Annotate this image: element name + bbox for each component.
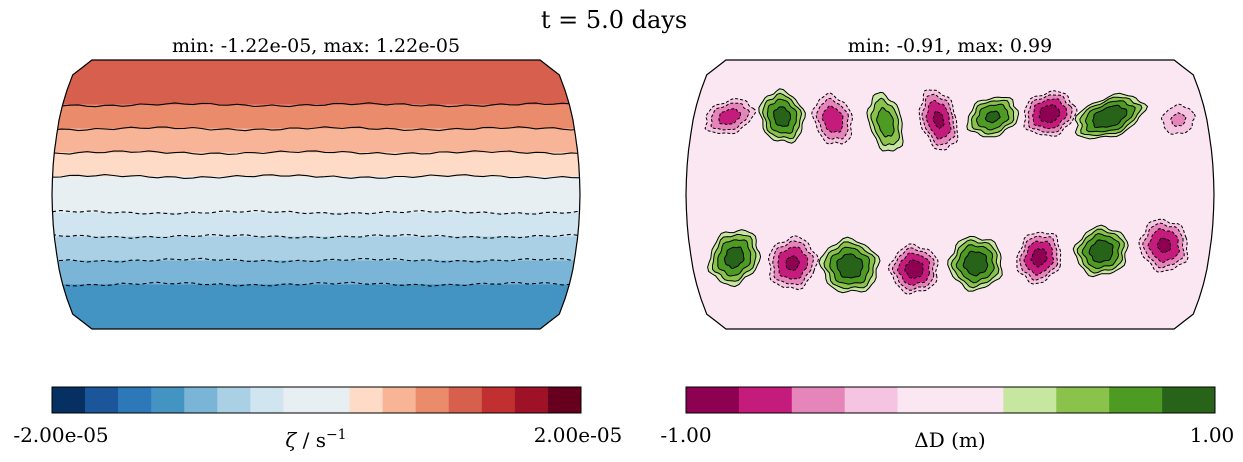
figure-title: t = 5.0 days bbox=[541, 6, 687, 34]
depth-map-outline bbox=[685, 59, 1215, 330]
depth-colorbar-swatch-9 bbox=[1109, 387, 1163, 413]
depth-colorbar-swatch-5 bbox=[897, 387, 951, 413]
vorticity-panel: min: -1.22e-05, max: 1.22e-05 -2.00e-05 … bbox=[13, 35, 622, 452]
depth-cell-16-level-4 bbox=[1088, 239, 1114, 263]
depth-cell-10-level-4 bbox=[723, 246, 745, 269]
depth-colorbar-swatch-3 bbox=[791, 387, 845, 413]
vorticity-colorbar-swatch-8 bbox=[283, 387, 317, 413]
vorticity-band-6 bbox=[52, 212, 580, 237]
depth-colorbar bbox=[686, 387, 1216, 413]
vorticity-colorbar-max-label: 2.00e-05 bbox=[534, 423, 623, 447]
depth-cell-15-level-4 bbox=[1030, 248, 1048, 268]
vorticity-colorbar-swatch-10 bbox=[349, 387, 383, 413]
depth-cell-14-level-4 bbox=[962, 250, 989, 277]
depth-cell-13-level-4 bbox=[904, 259, 924, 279]
vorticity-colorbar-swatch-14 bbox=[481, 387, 516, 413]
vorticity-band-1 bbox=[52, 60, 580, 105]
vorticity-colorbar-label: ζ / s−1 bbox=[285, 427, 346, 452]
vorticity-band-5 bbox=[52, 176, 580, 213]
vorticity-contour-5 bbox=[52, 209, 580, 215]
depth-map bbox=[686, 60, 1214, 329]
vorticity-colorbar-swatch-9 bbox=[316, 387, 350, 413]
depth-colorbar-swatch-8 bbox=[1056, 387, 1110, 413]
vorticity-colorbar-swatch-1 bbox=[52, 387, 86, 413]
depth-panel: min: -0.91, max: 0.99 -1.00 1.00 ΔD (m) bbox=[660, 35, 1234, 452]
depth-cell-3-level-3 bbox=[821, 105, 844, 134]
depth-colorbar-swatch-7 bbox=[1003, 387, 1057, 413]
vorticity-colorbar-min-label: -2.00e-05 bbox=[13, 423, 108, 447]
vorticity-band-7 bbox=[52, 236, 580, 261]
vorticity-band-9 bbox=[52, 284, 580, 329]
depth-cell-11-level-4 bbox=[785, 255, 800, 272]
depth-colorbar-swatch-4 bbox=[844, 387, 898, 413]
vorticity-contour-8 bbox=[52, 281, 580, 287]
vorticity-band-3 bbox=[52, 128, 580, 153]
vorticity-colorbar-swatch-5 bbox=[184, 387, 218, 413]
depth-cell-1-level-3 bbox=[718, 108, 742, 126]
depth-cell-17-level-4 bbox=[1156, 237, 1172, 254]
vorticity-units-exp: −1 bbox=[326, 427, 347, 443]
depth-cell-2-level-4 bbox=[773, 106, 791, 127]
depth-cell-4-level-3 bbox=[876, 107, 895, 138]
depth-cell-7-level-4 bbox=[1038, 104, 1061, 124]
vorticity-units: / s bbox=[296, 428, 326, 452]
vorticity-colorbar-swatch-4 bbox=[151, 387, 185, 413]
vorticity-colorbar bbox=[52, 387, 582, 413]
depth-panel-title: min: -0.91, max: 0.99 bbox=[848, 35, 1052, 57]
vorticity-symbol: ζ bbox=[285, 428, 297, 452]
vorticity-panel-title: min: -1.22e-05, max: 1.22e-05 bbox=[172, 35, 460, 57]
depth-colorbar-swatch-6 bbox=[950, 387, 1004, 413]
vorticity-band-2 bbox=[52, 104, 580, 129]
vorticity-band-4 bbox=[52, 152, 580, 177]
depth-cell-5-level-4 bbox=[932, 110, 945, 130]
depth-colorbar-min-label: -1.00 bbox=[660, 423, 711, 447]
depth-colorbar-swatch-10 bbox=[1162, 387, 1216, 413]
vorticity-contour-3 bbox=[52, 150, 580, 156]
vorticity-colorbar-swatch-16 bbox=[547, 387, 582, 413]
vorticity-contour-2 bbox=[52, 126, 580, 132]
depth-cell-12-level-4 bbox=[836, 253, 864, 279]
vorticity-band-8 bbox=[52, 260, 580, 285]
vorticity-colorbar-swatch-13 bbox=[448, 387, 483, 413]
vorticity-contour-6 bbox=[52, 233, 580, 239]
vorticity-contour-1 bbox=[52, 102, 580, 108]
vorticity-colorbar-swatch-2 bbox=[85, 387, 119, 413]
depth-colorbar-frame bbox=[685, 386, 1216, 414]
depth-colorbar-max-label: 1.00 bbox=[1190, 423, 1235, 447]
vorticity-map bbox=[52, 60, 580, 329]
vorticity-colorbar-swatch-15 bbox=[514, 387, 549, 413]
vorticity-colorbar-swatch-11 bbox=[382, 387, 416, 413]
vorticity-colorbar-swatch-12 bbox=[415, 387, 450, 413]
depth-cell-9-level-2 bbox=[1170, 112, 1187, 127]
depth-colorbar-swatch-2 bbox=[738, 387, 793, 413]
vorticity-colorbar-frame bbox=[51, 386, 582, 414]
vorticity-map-outline bbox=[51, 59, 581, 330]
depth-cell-6-level-4 bbox=[984, 110, 1001, 124]
depth-colorbar-swatch-1 bbox=[686, 387, 740, 413]
depth-cell-8-level-4 bbox=[1092, 104, 1128, 129]
vorticity-colorbar-swatch-7 bbox=[250, 387, 284, 413]
vorticity-colorbar-swatch-3 bbox=[118, 387, 152, 413]
vorticity-colorbar-swatch-6 bbox=[217, 387, 251, 413]
vorticity-contour-4 bbox=[52, 174, 580, 180]
depth-colorbar-label: ΔD (m) bbox=[914, 428, 985, 452]
vorticity-contour-7 bbox=[52, 257, 580, 263]
